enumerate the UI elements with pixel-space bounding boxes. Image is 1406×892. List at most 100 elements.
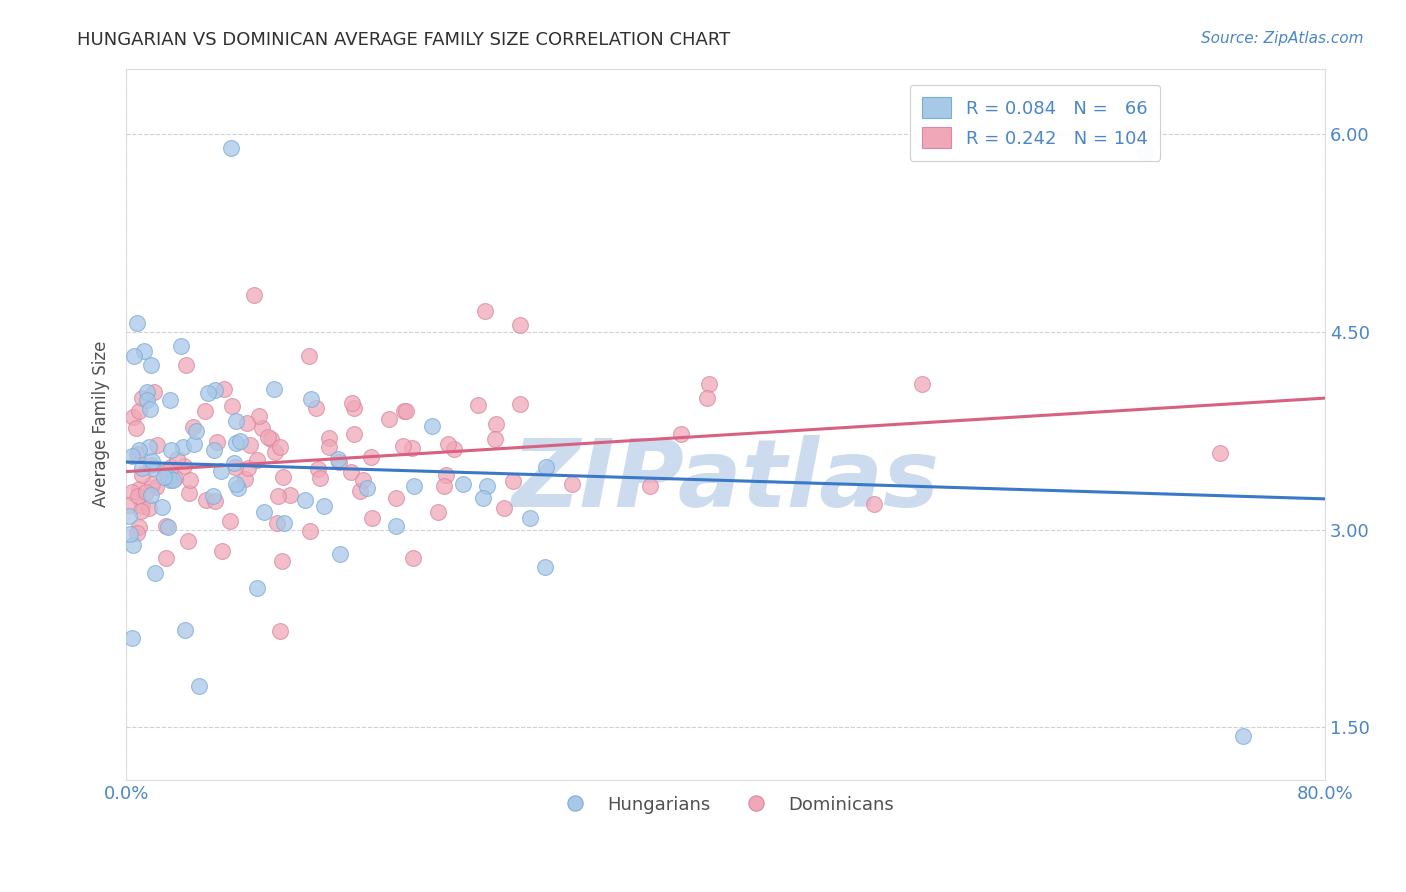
Point	[314, 499, 336, 513]
Point	[474, 304, 496, 318]
Point	[561, 477, 583, 491]
Point	[242, 288, 264, 302]
Point	[221, 399, 243, 413]
Point	[177, 486, 200, 500]
Point	[437, 437, 460, 451]
Point	[188, 679, 211, 693]
Point	[197, 386, 219, 401]
Point	[671, 426, 693, 441]
Point	[177, 534, 200, 549]
Point	[131, 391, 153, 405]
Point	[128, 482, 150, 496]
Point	[131, 467, 153, 482]
Point	[139, 358, 162, 372]
Point	[127, 447, 149, 461]
Point	[153, 470, 176, 484]
Point	[135, 384, 157, 399]
Point	[271, 554, 294, 568]
Point	[318, 441, 340, 455]
Point	[443, 442, 465, 457]
Point	[166, 452, 188, 467]
Point	[402, 479, 425, 493]
Point	[128, 520, 150, 534]
Point	[201, 489, 224, 503]
Point	[184, 424, 207, 438]
Point	[305, 401, 328, 416]
Point	[484, 432, 506, 446]
Point	[329, 547, 352, 561]
Point	[378, 412, 401, 426]
Point	[181, 419, 204, 434]
Point	[150, 500, 173, 514]
Point	[352, 473, 374, 487]
Point	[122, 409, 145, 424]
Point	[299, 524, 322, 538]
Point	[247, 409, 270, 424]
Point	[239, 438, 262, 452]
Point	[471, 491, 494, 505]
Point	[225, 436, 247, 450]
Point	[159, 392, 181, 407]
Point	[326, 452, 349, 467]
Point	[318, 431, 340, 445]
Point	[162, 473, 184, 487]
Point	[135, 484, 157, 499]
Point	[233, 472, 256, 486]
Point	[395, 404, 418, 418]
Point	[156, 470, 179, 484]
Point	[309, 471, 332, 485]
Point	[263, 445, 285, 459]
Point	[911, 377, 934, 392]
Point	[155, 519, 177, 533]
Point	[194, 492, 217, 507]
Point	[225, 414, 247, 428]
Point	[204, 383, 226, 397]
Point	[401, 441, 423, 455]
Point	[139, 402, 162, 417]
Point	[211, 544, 233, 558]
Point	[121, 485, 143, 500]
Point	[343, 427, 366, 442]
Point	[259, 433, 281, 447]
Point	[141, 454, 163, 468]
Point	[118, 508, 141, 523]
Point	[343, 401, 366, 416]
Point	[155, 550, 177, 565]
Point	[298, 350, 321, 364]
Point	[502, 474, 524, 488]
Point	[202, 443, 225, 458]
Point	[205, 435, 228, 450]
Point	[222, 456, 245, 470]
Point	[269, 624, 291, 638]
Point	[271, 470, 294, 484]
Point	[128, 442, 150, 457]
Point	[467, 398, 489, 412]
Point	[118, 498, 141, 512]
Point	[391, 439, 413, 453]
Point	[536, 459, 558, 474]
Point	[194, 404, 217, 418]
Point	[238, 461, 260, 475]
Point	[697, 377, 720, 392]
Point	[696, 391, 718, 405]
Point	[224, 460, 246, 475]
Point	[394, 404, 416, 418]
Point	[212, 382, 235, 396]
Point	[434, 468, 457, 483]
Point	[218, 514, 240, 528]
Point	[125, 421, 148, 435]
Point	[229, 434, 252, 448]
Point	[122, 538, 145, 552]
Point	[427, 505, 450, 519]
Point	[135, 392, 157, 407]
Point	[142, 461, 165, 475]
Point	[294, 493, 316, 508]
Point	[156, 520, 179, 534]
Y-axis label: Average Family Size: Average Family Size	[93, 341, 110, 508]
Point	[141, 477, 163, 491]
Point	[163, 471, 186, 485]
Point	[127, 316, 149, 330]
Point	[153, 465, 176, 479]
Point	[361, 511, 384, 525]
Point	[131, 500, 153, 514]
